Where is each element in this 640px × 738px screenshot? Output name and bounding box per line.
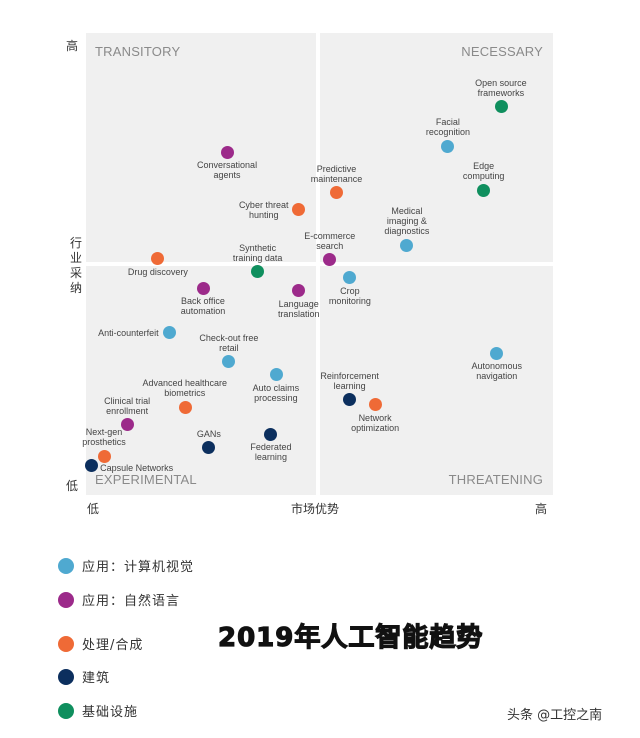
quadrant-label-experimental: EXPERIMENTAL [95, 472, 197, 487]
data-point [292, 203, 306, 217]
data-point [292, 284, 306, 298]
legend-item-arch: 建筑 [58, 667, 110, 686]
data-point [178, 400, 192, 414]
legend-item-infra: 基础设施 [58, 701, 138, 720]
data-point-label: Network optimization [351, 412, 400, 433]
data-point [368, 398, 382, 412]
data-point-label: Anti-counterfeit [98, 327, 159, 338]
data-point-label: Predictive maintenance [310, 163, 363, 184]
legend-label: 应用：计算机视觉 [82, 560, 195, 575]
data-point [120, 418, 134, 432]
y-tick-high: 高 [66, 39, 79, 53]
data-point-label: Medical imaging & diagnostics [384, 206, 430, 237]
data-point-label: Autonomous navigation [471, 361, 522, 382]
data-point-label: Advanced healthcare biometrics [142, 378, 228, 399]
y-tick-low: 低 [66, 479, 79, 493]
legend-swatch [58, 591, 74, 608]
legend-swatch [58, 668, 74, 685]
data-point [490, 346, 504, 360]
data-point-label: GANs [196, 428, 221, 439]
x-tick-high: 高 [535, 502, 548, 516]
legend-swatch [58, 702, 74, 719]
legend-label: 基础设施 [82, 705, 139, 720]
data-point [162, 326, 176, 340]
data-point-label: Check-out free retail [199, 332, 259, 353]
data-point-label: Conversational agents [197, 160, 258, 181]
data-point [343, 393, 357, 407]
data-point [97, 449, 111, 463]
data-point-label: Crop monitoring [328, 285, 371, 306]
data-point-label: Back office automation [180, 296, 226, 317]
data-point-label: Cyber threat hunting [238, 199, 289, 220]
legend-swatch [58, 557, 74, 574]
quadrant-necessary [320, 33, 553, 262]
data-point [400, 238, 414, 252]
data-point [196, 281, 210, 295]
data-point [84, 459, 98, 473]
watermark: 头条 @工控之南 [507, 708, 603, 723]
legend-swatch [58, 635, 74, 652]
data-point [323, 253, 337, 267]
quadrant-label-transitory: TRANSITORY [95, 44, 181, 59]
data-point-label: Federated learning [250, 442, 292, 463]
quadrant-label-threatening: THREATENING [448, 472, 543, 487]
data-point-label: Open source frameworks [475, 77, 527, 98]
data-point-label: Drug discovery [127, 266, 188, 277]
legend-item-nl: 应用：自然语言 [58, 590, 180, 609]
data-point [269, 368, 283, 382]
quadrant-label-necessary: NECESSARY [461, 44, 543, 59]
legend-item-cv: 应用：计算机视觉 [58, 556, 194, 575]
data-point-label: Auto claims processing [252, 382, 300, 403]
legend-item-proc: 处理/合成 [58, 634, 143, 653]
legend-label: 应用：自然语言 [82, 594, 181, 609]
data-point-label: Edge computing [462, 161, 505, 182]
chart-title: 2019年人工智能趋势 [217, 622, 484, 653]
data-point [251, 265, 265, 279]
x-tick-low: 低 [87, 502, 100, 516]
legend-label: 处理/合成 [82, 638, 144, 653]
data-point [343, 271, 357, 285]
quadrant-transitory [86, 33, 316, 262]
data-point [220, 145, 234, 159]
data-point-label: E-commerce search [304, 230, 356, 251]
data-point [477, 183, 491, 197]
x-axis-label: 市场优势 [291, 502, 340, 516]
data-point-label: Language translation [277, 298, 320, 319]
data-point [494, 100, 508, 114]
data-point-label: Next-gen prosthetics [82, 427, 126, 448]
data-point [222, 355, 236, 369]
data-point-label: Reinforcement learning [320, 370, 379, 391]
data-point [151, 252, 165, 266]
legend-label: 建筑 [82, 671, 111, 686]
data-point [202, 441, 216, 455]
data-point-label: Capsule Networks [100, 462, 174, 473]
data-point [330, 186, 344, 200]
data-point-label: Facial recognition [425, 117, 470, 138]
data-point [441, 139, 455, 153]
data-point-label: Synthetic training data [232, 242, 283, 263]
y-axis-label: 行业采纳 [70, 236, 83, 295]
data-point-label: Clinical trial enrollment [104, 395, 151, 416]
quadrant-threatening [320, 266, 553, 495]
data-point [264, 427, 278, 441]
